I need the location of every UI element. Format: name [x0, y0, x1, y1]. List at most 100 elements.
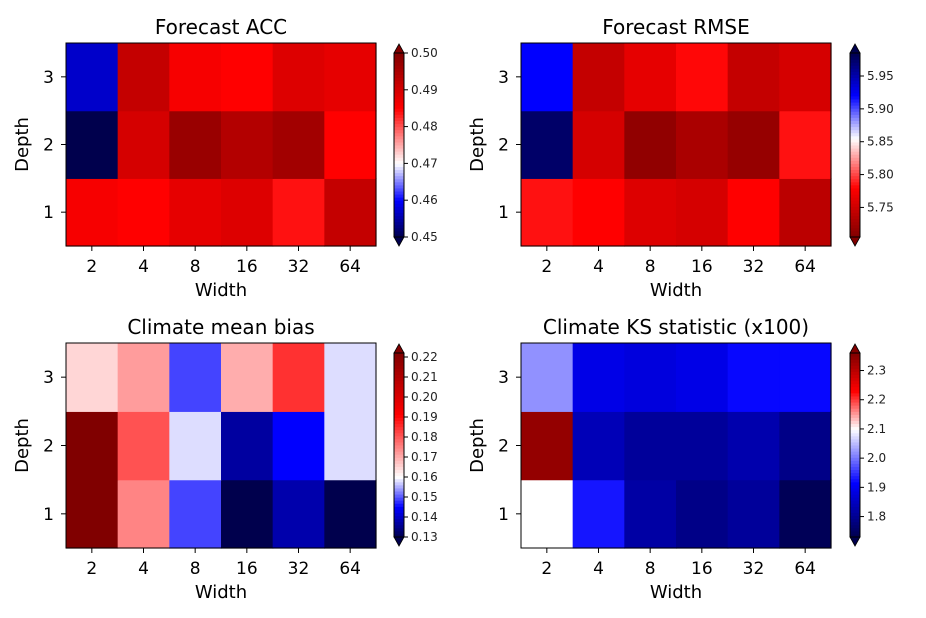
colorbar-segment — [850, 59, 860, 63]
colorbar-segment — [850, 399, 860, 403]
colorbar-segment — [850, 151, 860, 155]
colorbar-segment — [394, 530, 404, 535]
heatmap-cell-r1-c4 — [221, 178, 274, 247]
colorbar-segment — [394, 56, 404, 60]
colorbar-segment — [394, 120, 404, 125]
colorbar-segment — [394, 405, 404, 409]
colorbar-tick-label: 0.21 — [411, 370, 438, 384]
heatmap-cell-r1-c1 — [66, 178, 119, 247]
colorbar-segment — [394, 233, 404, 238]
colorbar-segment — [394, 166, 404, 171]
colorbar-segment — [394, 426, 404, 431]
x-tick-label: 8 — [645, 559, 656, 579]
colorbar-segment — [394, 172, 404, 177]
colorbar-segment — [394, 194, 404, 198]
colorbar-segment — [394, 417, 404, 421]
colorbar-segment — [850, 481, 860, 486]
colorbar-segment — [394, 59, 404, 63]
colorbar-segment — [394, 359, 404, 363]
colorbar-segment — [394, 515, 404, 520]
colorbar-segment — [850, 515, 860, 520]
colorbar-segment — [394, 178, 404, 183]
heatmap-panel-3: Climate mean bias 2 4 8 16 32 64 Width 1 2 3 Depth 0… — [12, 315, 438, 603]
heatmap-cell-r1-c2 — [572, 479, 625, 549]
colorbar-segment — [850, 92, 860, 97]
heatmap-cell-r3-c2 — [117, 43, 170, 112]
colorbar-segment — [850, 181, 860, 186]
colorbar-segment — [850, 405, 860, 409]
y-tick-label: 1 — [43, 203, 54, 223]
colorbar-segment — [850, 503, 860, 507]
colorbar-segment — [394, 187, 404, 192]
heatmap-cell-r3-c3 — [624, 343, 677, 412]
chart-title: Climate KS statistic (x100) — [543, 315, 809, 339]
colorbar-segment — [394, 105, 404, 109]
colorbar-segment — [394, 206, 404, 210]
colorbar-segment — [394, 503, 404, 507]
colorbar-segment — [394, 184, 404, 189]
heatmap-cell-r2-c2 — [117, 411, 170, 481]
x-tick-label: 8 — [190, 257, 201, 277]
colorbar-segment — [394, 169, 404, 174]
colorbar-segment — [394, 53, 404, 57]
x-tick-label: 16 — [236, 257, 258, 277]
colorbar-segment — [850, 169, 860, 174]
colorbar-segment — [850, 141, 860, 146]
colorbar-tick-label: 2.3 — [867, 364, 886, 378]
colorbar-segment — [850, 233, 860, 238]
x-axis-label: Width — [195, 280, 247, 301]
colorbar-segment — [394, 221, 404, 226]
colorbar-segment — [850, 53, 860, 57]
colorbar-segment — [394, 509, 404, 513]
colorbar-segment — [850, 178, 860, 183]
colorbar-tick-label: 0.20 — [411, 390, 438, 404]
colorbar-extend-min — [849, 236, 861, 247]
colorbar-segment — [394, 135, 404, 140]
colorbar-segment — [394, 457, 404, 461]
colorbar-segment — [850, 463, 860, 467]
heatmap-cell-r3-c6 — [324, 343, 377, 412]
colorbar-segment — [850, 494, 860, 498]
x-tick-label: 8 — [645, 257, 656, 277]
chart-title: Forecast ACC — [155, 15, 287, 39]
colorbar-segment — [394, 114, 404, 118]
colorbar-segment — [394, 414, 404, 418]
colorbar-segment — [394, 500, 404, 504]
colorbar-segment — [394, 371, 404, 375]
colorbar-segment — [394, 123, 404, 128]
colorbar-segment — [394, 99, 404, 103]
colorbar-segment — [394, 389, 404, 394]
heatmap-cell-r3-c6 — [779, 343, 832, 412]
colorbar-segment — [850, 469, 860, 474]
colorbar-segment — [850, 108, 860, 112]
heatmap-cell-r3-c5 — [272, 343, 325, 412]
x-tick-label: 32 — [288, 257, 310, 277]
colorbar-segment — [394, 438, 404, 443]
colorbar-segment — [850, 432, 860, 437]
colorbar-segment — [850, 230, 860, 235]
colorbar-segment — [394, 197, 404, 201]
colorbar-segment — [850, 197, 860, 201]
colorbar-segment — [850, 209, 860, 213]
colorbar: 0.13 0.14 0.15 0.16 0.17 0.18 0.19 0.20 0.21 0.22 — [393, 343, 438, 547]
colorbar-segment — [394, 395, 404, 400]
colorbar-segment — [394, 377, 404, 382]
colorbar-segment — [850, 371, 860, 375]
colorbar-segment — [394, 472, 404, 477]
colorbar-segment — [394, 148, 404, 152]
colorbar-segment — [394, 392, 404, 397]
colorbar-extend-max — [849, 43, 861, 54]
colorbar-segment — [850, 80, 860, 85]
x-tick-label: 4 — [593, 559, 604, 579]
colorbar-segment — [394, 126, 404, 131]
heatmap-cell-r3-c3 — [169, 43, 222, 112]
colorbar-segment — [850, 132, 860, 137]
colorbar-tick-label: 0.46 — [411, 193, 438, 207]
colorbar-segment — [394, 423, 404, 428]
x-tick-label: 2 — [86, 559, 97, 579]
colorbar-segment — [850, 491, 860, 495]
colorbar-segment — [394, 527, 404, 532]
colorbar-segment — [850, 65, 860, 69]
colorbar-segment — [394, 448, 404, 452]
colorbar-segment — [394, 469, 404, 474]
